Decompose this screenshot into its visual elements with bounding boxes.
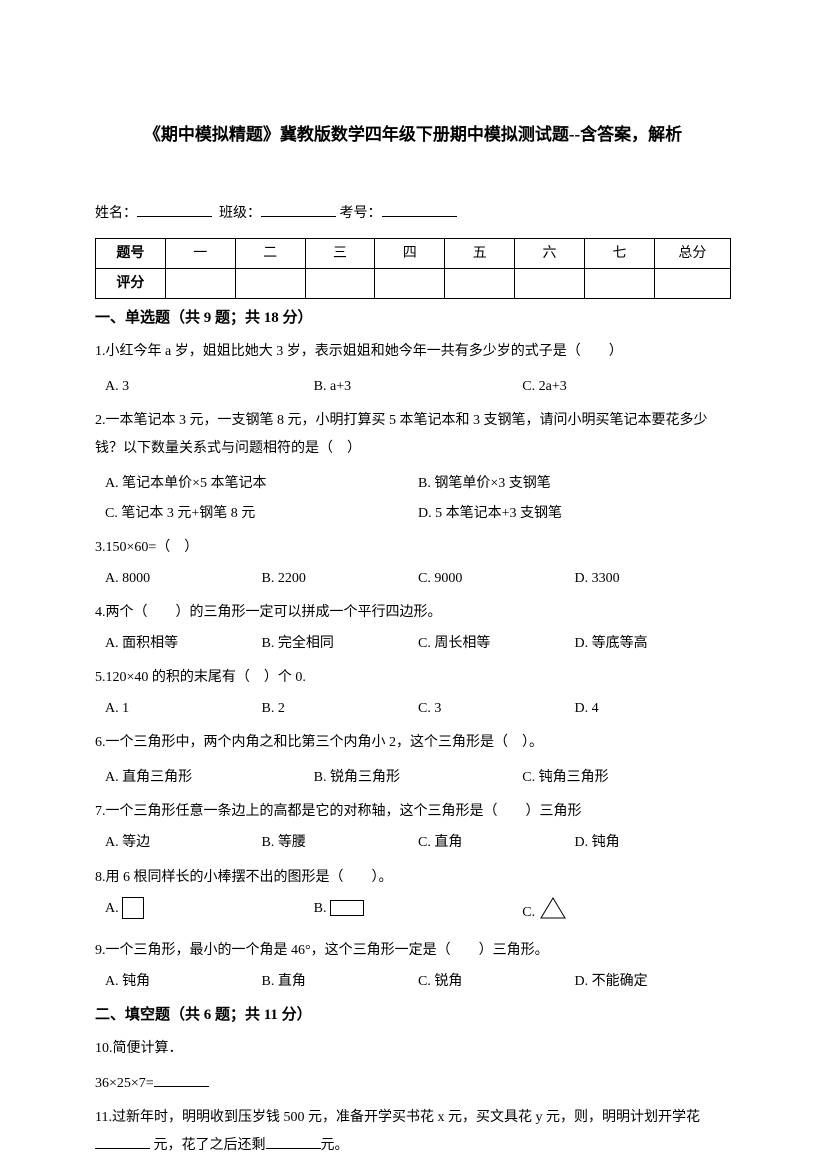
cell: 总分 — [654, 238, 730, 268]
option-a[interactable]: A. — [105, 894, 314, 931]
question-3: 3.150×60=（ ） — [95, 534, 731, 562]
cell: 五 — [445, 238, 515, 268]
option-c[interactable]: C. 锐角 — [418, 967, 575, 996]
option-a[interactable]: A. 8000 — [105, 564, 262, 593]
option-b[interactable]: B. 2200 — [262, 564, 419, 593]
question-9: 9.一个三角形，最小的一个角是 46°，这个三角形一定是（ ）三角形。 — [95, 937, 731, 965]
page-title: 《期中模拟精题》冀教版数学四年级下册期中模拟测试题--含答案，解析 — [95, 120, 731, 151]
option-b[interactable]: B. 等腰 — [262, 828, 419, 857]
option-d[interactable]: D. 等底等高 — [575, 629, 732, 658]
cell[interactable] — [515, 268, 585, 298]
cell[interactable] — [165, 268, 235, 298]
option-a[interactable]: A. 钝角 — [105, 967, 262, 996]
question-7: 7.一个三角形任意一条边上的高都是它的对称轴，这个三角形是（ ）三角形 — [95, 798, 731, 826]
option-c[interactable]: C. 3 — [418, 694, 575, 723]
q11-text-b: 元，花了之后还剩 — [154, 1138, 266, 1153]
question-4: 4.两个（ ）的三角形一定可以拼成一个平行四边形。 — [95, 599, 731, 627]
option-b[interactable]: B. 锐角三角形 — [314, 763, 523, 792]
option-c[interactable]: C. 直角 — [418, 828, 575, 857]
option-b-label: B. — [314, 901, 327, 916]
cell: 三 — [305, 238, 375, 268]
table-row: 题号 一 二 三 四 五 六 七 总分 — [96, 238, 731, 268]
score-table: 题号 一 二 三 四 五 六 七 总分 评分 — [95, 238, 731, 299]
cell[interactable] — [654, 268, 730, 298]
options-9: A. 钝角 B. 直角 C. 锐角 D. 不能确定 — [105, 967, 731, 996]
option-d[interactable]: D. 钝角 — [575, 828, 732, 857]
rectangle-icon — [330, 900, 364, 916]
option-a[interactable]: A. 面积相等 — [105, 629, 262, 658]
cell[interactable] — [445, 268, 515, 298]
options-6: A. 直角三角形 B. 锐角三角形 C. 钝角三角形 — [105, 763, 731, 792]
option-d[interactable]: D. 4 — [575, 694, 732, 723]
option-b[interactable]: B. — [314, 894, 523, 931]
question-2: 2.一本笔记本 3 元，一支钢笔 8 元，小明打算买 5 本笔记本和 3 支钢笔… — [95, 407, 731, 463]
id-blank[interactable] — [382, 201, 457, 217]
option-b[interactable]: B. 2 — [262, 694, 419, 723]
question-8: 8.用 6 根同样长的小棒摆不出的图形是（ ）。 — [95, 864, 731, 892]
option-a[interactable]: A. 笔记本单价×5 本笔记本 — [105, 469, 418, 498]
cell[interactable] — [375, 268, 445, 298]
option-b[interactable]: B. a+3 — [314, 372, 523, 401]
options-1: A. 3 B. a+3 C. 2a+3 — [105, 372, 731, 401]
triangle-icon — [539, 896, 567, 929]
option-a[interactable]: A. 3 — [105, 372, 314, 401]
cell[interactable] — [305, 268, 375, 298]
question-10: 10.简便计算． — [95, 1035, 731, 1063]
answer-blank[interactable] — [95, 1133, 150, 1149]
question-5: 5.120×40 的积的末尾有（ ）个 0. — [95, 664, 731, 692]
cell: 四 — [375, 238, 445, 268]
q11-text-c: 元。 — [321, 1138, 349, 1153]
expr-text: 36×25×7= — [95, 1076, 154, 1091]
table-row: 评分 — [96, 268, 731, 298]
option-c[interactable]: C. 钝角三角形 — [522, 763, 731, 792]
section-1-head: 一、单选题（共 9 题；共 18 分） — [95, 305, 731, 332]
cell[interactable] — [584, 268, 654, 298]
cell[interactable] — [235, 268, 305, 298]
option-b[interactable]: B. 完全相同 — [262, 629, 419, 658]
options-3: A. 8000 B. 2200 C. 9000 D. 3300 — [105, 564, 731, 593]
option-d[interactable]: D. 3300 — [575, 564, 732, 593]
cell-label: 题号 — [96, 238, 166, 268]
cell: 六 — [515, 238, 585, 268]
option-a[interactable]: A. 1 — [105, 694, 262, 723]
answer-blank[interactable] — [154, 1071, 209, 1087]
option-d[interactable]: D. 5 本笔记本+3 支钢笔 — [418, 499, 731, 528]
options-5: A. 1 B. 2 C. 3 D. 4 — [105, 694, 731, 723]
option-b[interactable]: B. 钢笔单价×3 支钢笔 — [418, 469, 731, 498]
option-c-label: C. — [522, 904, 535, 919]
option-c[interactable]: C. 9000 — [418, 564, 575, 593]
option-a[interactable]: A. 直角三角形 — [105, 763, 314, 792]
cell: 一 — [165, 238, 235, 268]
option-c[interactable]: C. 2a+3 — [522, 372, 731, 401]
name-blank[interactable] — [137, 201, 212, 217]
option-c[interactable]: C. 周长相等 — [418, 629, 575, 658]
options-2: A. 笔记本单价×5 本笔记本 B. 钢笔单价×3 支钢笔 C. 笔记本 3 元… — [105, 469, 731, 527]
answer-blank[interactable] — [266, 1133, 321, 1149]
option-a[interactable]: A. 等边 — [105, 828, 262, 857]
question-11: 11.过新年时，明明收到压岁钱 500 元，准备开学买书花 x 元，买文具花 y… — [95, 1104, 731, 1160]
options-4: A. 面积相等 B. 完全相同 C. 周长相等 D. 等底等高 — [105, 629, 731, 658]
cell: 二 — [235, 238, 305, 268]
option-a-label: A. — [105, 901, 119, 916]
question-6: 6.一个三角形中，两个内角之和比第三个内角小 2，这个三角形是（ ）。 — [95, 729, 731, 757]
square-icon — [122, 897, 144, 919]
name-label: 姓名： — [95, 206, 137, 221]
options-7: A. 等边 B. 等腰 C. 直角 D. 钝角 — [105, 828, 731, 857]
q11-text-a: 11.过新年时，明明收到压岁钱 500 元，准备开学买书花 x 元，买文具花 y… — [95, 1110, 700, 1125]
class-blank[interactable] — [261, 201, 336, 217]
cell: 七 — [584, 238, 654, 268]
question-1: 1.小红今年 a 岁，姐姐比她大 3 岁，表示姐姐和她今年一共有多少岁的式子是（… — [95, 338, 731, 366]
options-8: A. B. C. — [105, 894, 731, 931]
option-c[interactable]: C. — [522, 894, 731, 931]
option-c[interactable]: C. 笔记本 3 元+钢笔 8 元 — [105, 499, 418, 528]
question-10-expr: 36×25×7= — [95, 1071, 731, 1096]
class-label: 班级： — [219, 206, 261, 221]
option-d[interactable]: D. 不能确定 — [575, 967, 732, 996]
cell-label: 评分 — [96, 268, 166, 298]
student-info: 姓名： 班级： 考号： — [95, 201, 731, 226]
id-label: 考号： — [340, 206, 382, 221]
section-2-head: 二、填空题（共 6 题；共 11 分） — [95, 1002, 731, 1029]
option-b[interactable]: B. 直角 — [262, 967, 419, 996]
